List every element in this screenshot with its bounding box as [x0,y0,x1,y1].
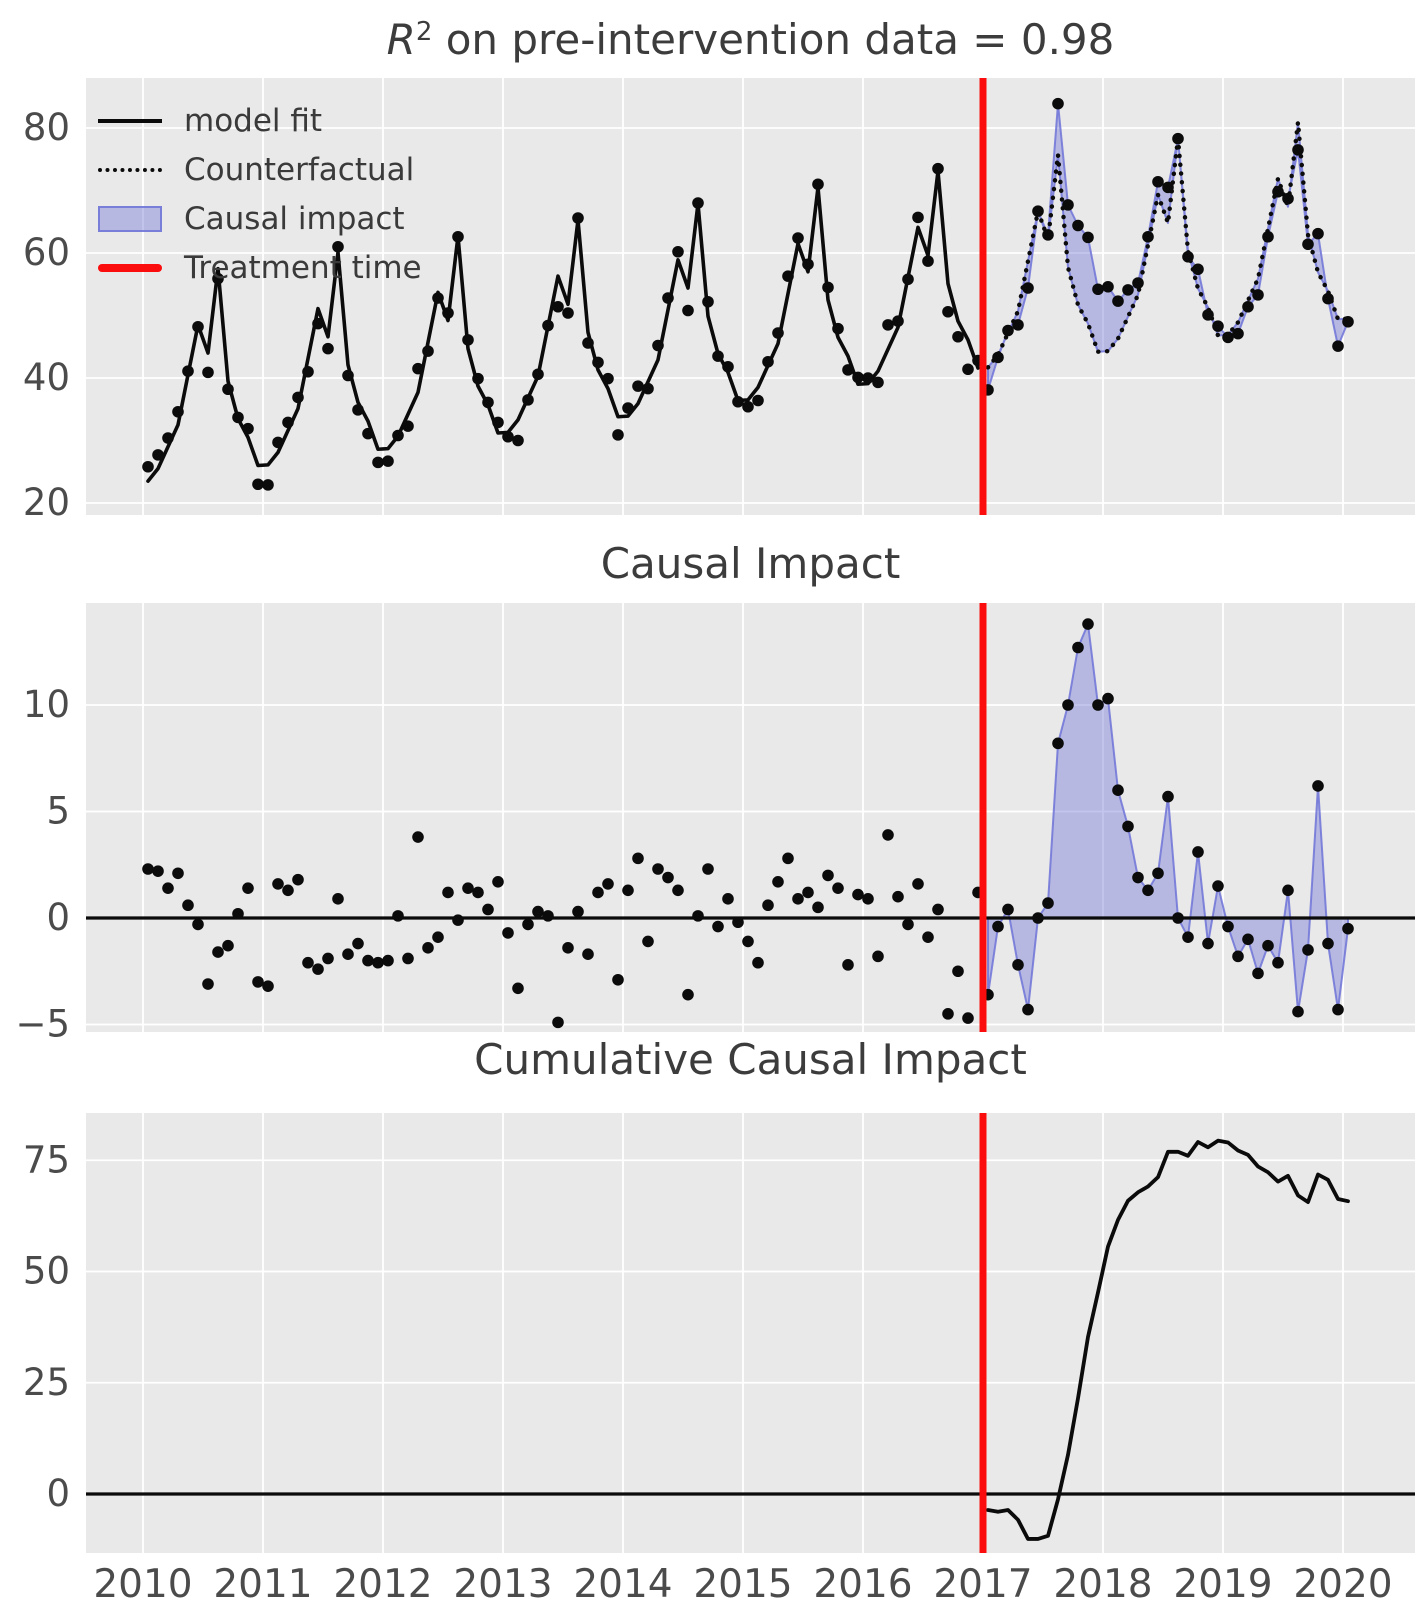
solid-line-swatch-icon [98,118,162,123]
svg-text:0: 0 [46,1472,70,1515]
svg-text:10: 10 [23,683,70,726]
legend-item-treatment-time: Treatment time [98,243,422,292]
svg-text:2016: 2016 [813,1562,912,1607]
legend-label: Treatment time [184,249,422,286]
svg-text:2010: 2010 [93,1562,192,1607]
legend: model fit Counterfactual Causal impact T… [98,96,422,292]
svg-text:2013: 2013 [453,1562,552,1607]
legend-label: Counterfactual [184,151,415,188]
svg-text:25: 25 [23,1361,70,1404]
svg-text:2018: 2018 [1053,1562,1152,1607]
title-r-exponent: 2 [415,17,433,47]
legend-label: Causal impact [184,200,405,237]
legend-item-model-fit: model fit [98,96,422,145]
red-line-swatch-icon [98,263,162,272]
title-top-text: on pre-intervention data = 0.98 [432,15,1115,64]
svg-text:2019: 2019 [1173,1562,1272,1607]
bottom-chart-title: Cumulative Causal Impact [474,1035,1027,1084]
svg-text:50: 50 [23,1250,70,1293]
legend-label: model fit [184,102,323,139]
svg-text:2017: 2017 [933,1562,1032,1607]
svg-text:20: 20 [23,481,70,524]
title-r-symbol: R [386,15,416,64]
band-swatch-icon [98,205,162,232]
dotted-line-swatch-icon [98,167,162,172]
svg-text:2011: 2011 [213,1562,312,1607]
svg-text:75: 75 [23,1138,70,1181]
svg-text:2012: 2012 [333,1562,432,1607]
top-chart-title: R2 on pre-intervention data = 0.98 [86,8,1415,64]
svg-text:−5: −5 [15,1003,70,1046]
svg-text:60: 60 [23,231,70,274]
legend-item-counterfactual: Counterfactual [98,145,422,194]
svg-text:40: 40 [23,356,70,399]
svg-text:80: 80 [23,106,70,149]
svg-text:5: 5 [46,790,70,833]
svg-text:2020: 2020 [1293,1562,1392,1607]
svg-text:2015: 2015 [693,1562,792,1607]
svg-text:0: 0 [46,896,70,939]
svg-text:2014: 2014 [573,1562,672,1607]
middle-chart-title: Causal Impact [600,539,901,588]
legend-item-causal-impact: Causal impact [98,194,422,243]
